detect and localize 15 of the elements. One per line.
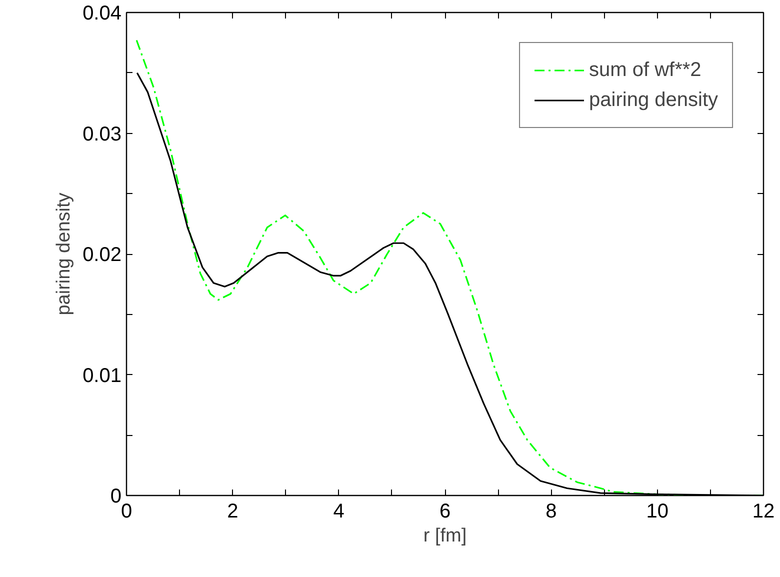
- y-tick-label: 0.03: [82, 123, 122, 146]
- y-tick-label: 0: [110, 486, 122, 508]
- legend-label: sum of wf**2: [589, 58, 702, 82]
- x-tick-label: 2: [227, 500, 238, 522]
- x-tick-label: 8: [546, 500, 557, 522]
- y-axis-title: pairing density: [54, 192, 75, 316]
- y-tick-label: 0.01: [82, 364, 122, 387]
- x-tick-label: 6: [439, 500, 451, 522]
- x-axis-title: r [fm]: [423, 526, 467, 546]
- y-tick-label: 0.02: [82, 244, 122, 266]
- x-tick-label: 10: [646, 500, 668, 522]
- x-tick-label: 4: [333, 500, 344, 522]
- legend-label: pairing density: [589, 88, 718, 112]
- y-tick-label: 0.04: [82, 2, 122, 24]
- x-tick-label: 12: [752, 500, 775, 522]
